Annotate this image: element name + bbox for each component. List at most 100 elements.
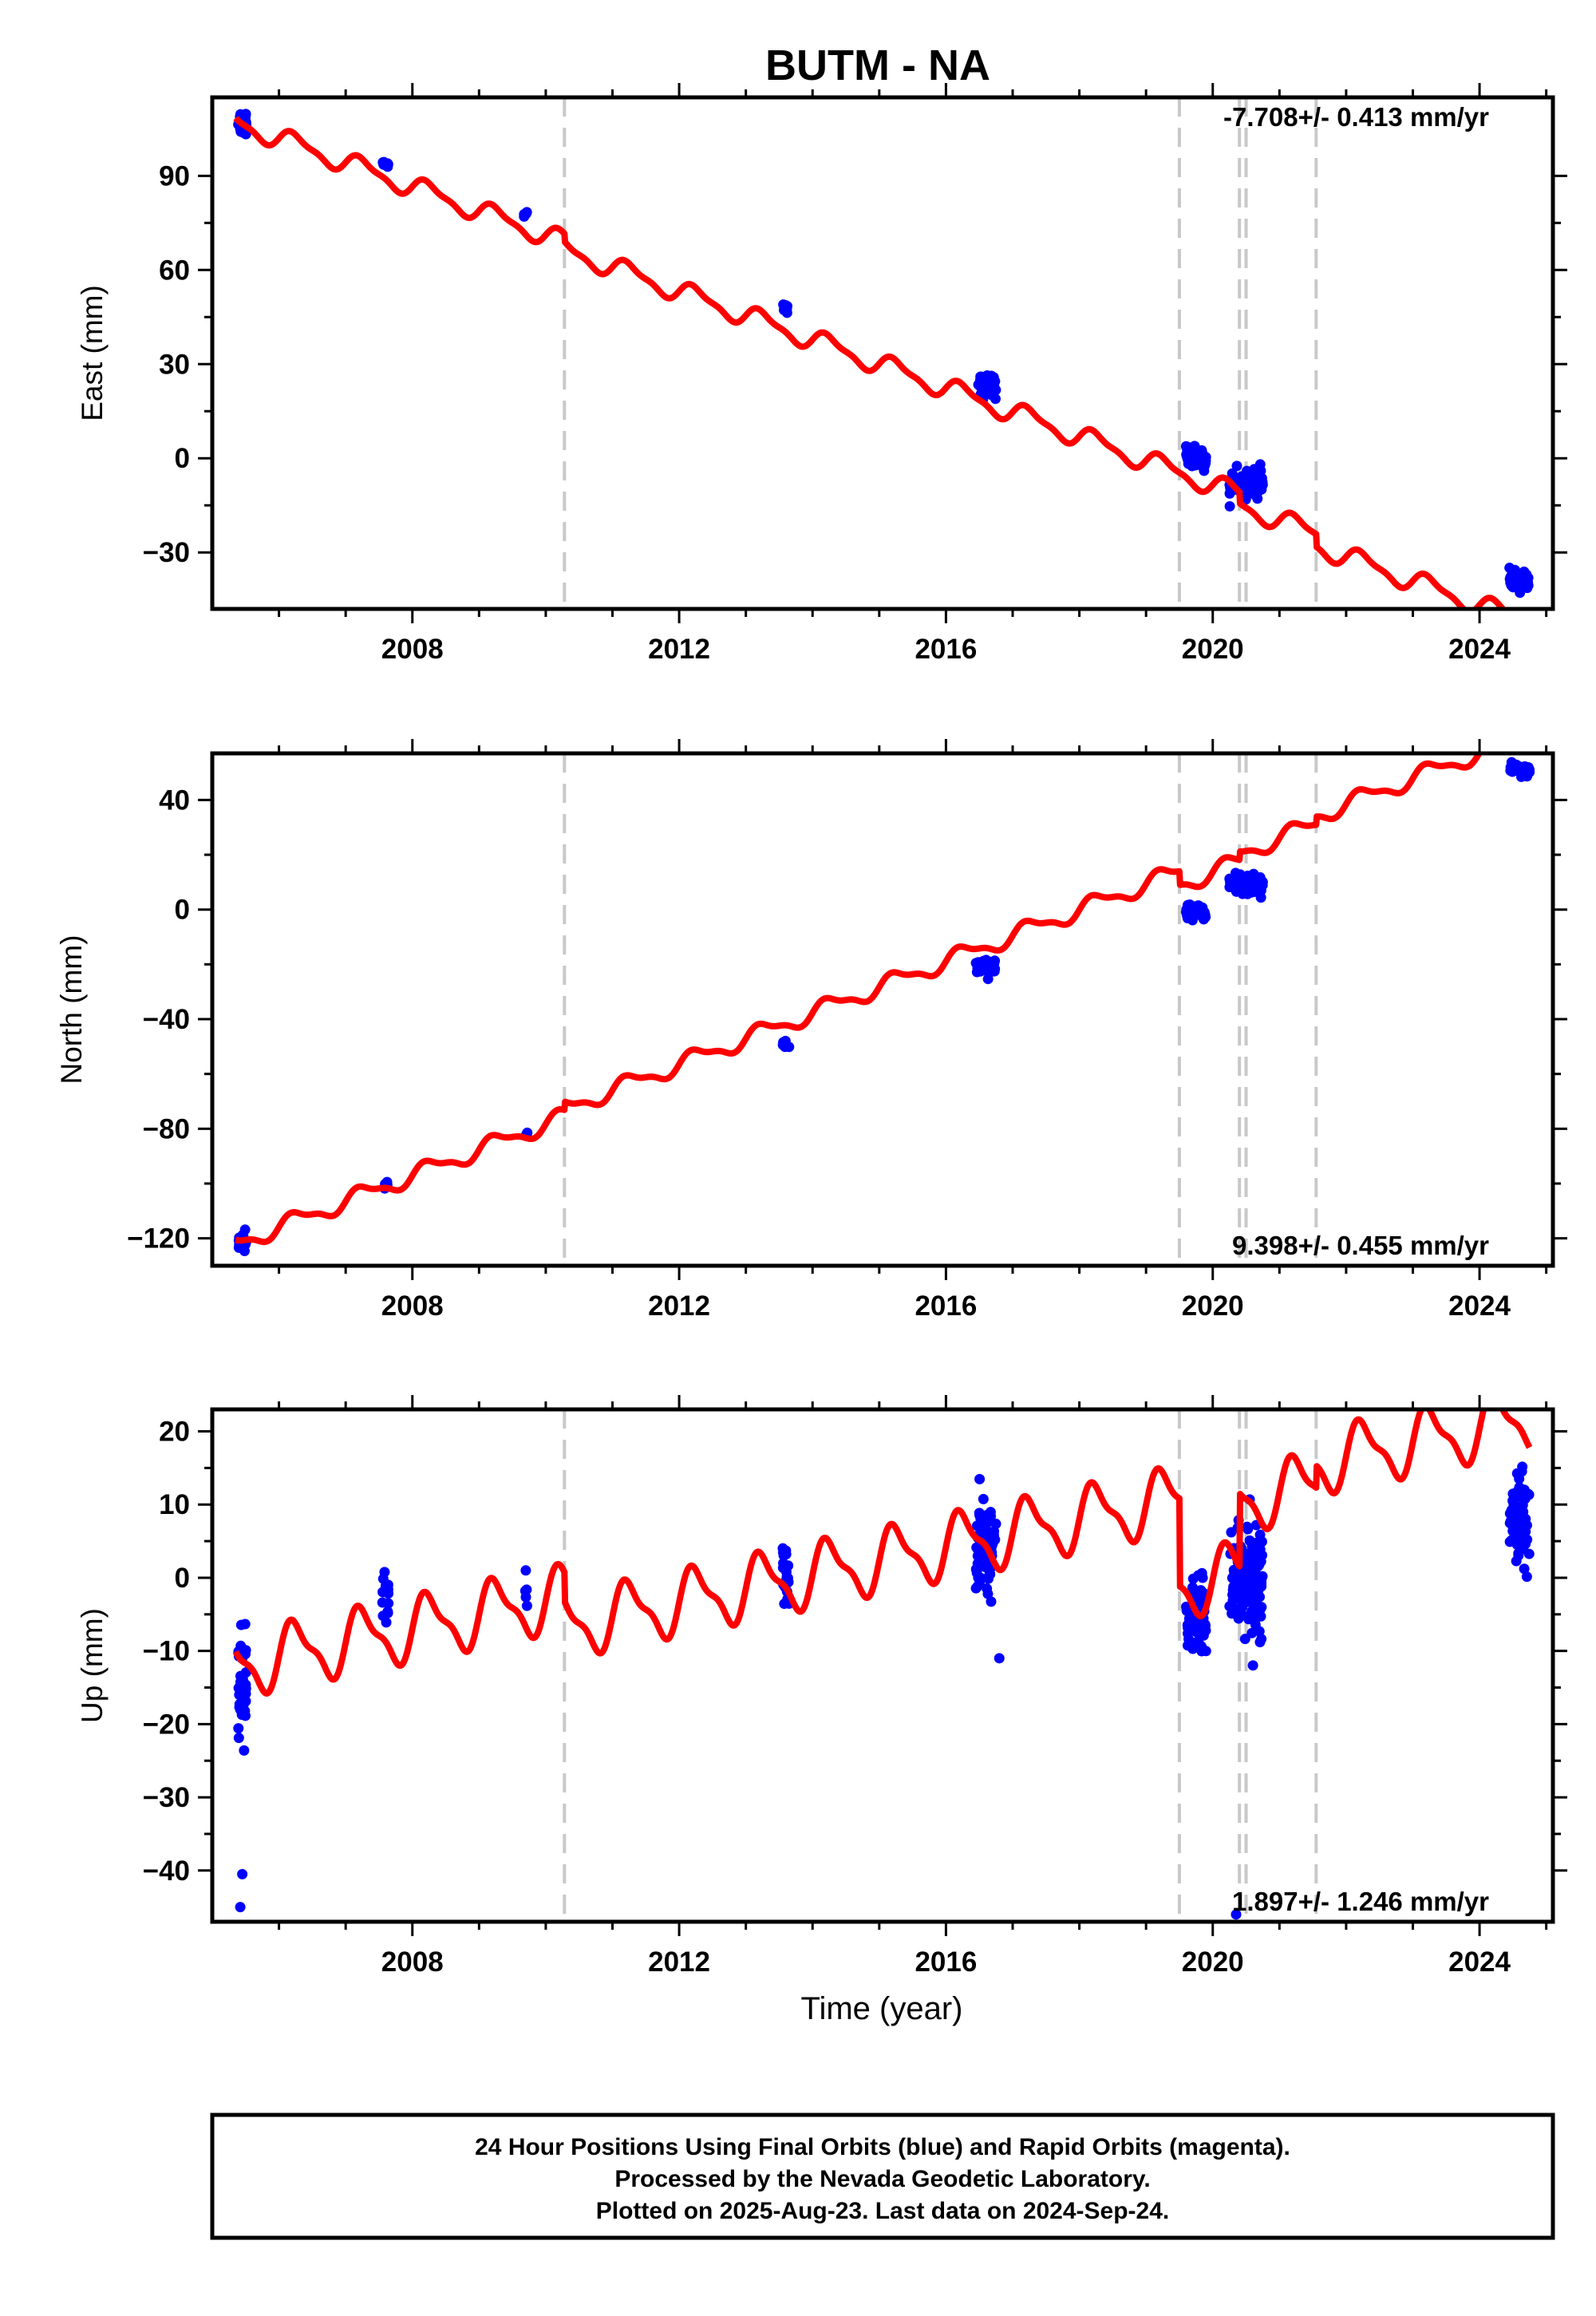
up-point — [1504, 1508, 1515, 1519]
up-point — [1246, 1557, 1257, 1568]
up-point — [1237, 1580, 1248, 1591]
east-point — [519, 211, 530, 222]
up-point — [974, 1473, 986, 1484]
east-x-tick-label: 2024 — [1448, 634, 1511, 665]
east-y-tick-label: 60 — [159, 255, 190, 286]
up-point — [779, 1599, 790, 1610]
up-outlier-point — [994, 1653, 1005, 1664]
north-frame — [210, 751, 1555, 1268]
up-point — [239, 1745, 250, 1756]
up-point — [978, 1524, 989, 1535]
north-y-tick-label: 0 — [175, 895, 190, 926]
up-point — [1242, 1596, 1253, 1607]
north-point — [1181, 906, 1192, 917]
north-rate-label: 9.398+/- 0.455 mm/yr — [1232, 1231, 1489, 1260]
up-point — [1200, 1646, 1211, 1657]
east-point — [1248, 481, 1259, 492]
east-point — [975, 371, 986, 382]
footer-line-3: Plotted on 2025-Aug-23. Last data on 202… — [596, 2198, 1170, 2224]
up-point — [1245, 1609, 1256, 1620]
up-y-tick-label: −40 — [143, 1856, 190, 1887]
footer-line-2: Processed by the Nevada Geodetic Laborat… — [614, 2166, 1150, 2192]
up-point — [978, 1493, 989, 1504]
north-y-tick-label: −120 — [127, 1223, 190, 1255]
east-point — [1190, 458, 1201, 469]
north-y-tick-label: 40 — [159, 785, 190, 816]
up-point — [986, 1596, 997, 1607]
up-outlier-point — [237, 1868, 248, 1879]
up-point — [1515, 1528, 1527, 1539]
up-y-tick-label: 20 — [159, 1417, 190, 1448]
up-point — [1516, 1536, 1527, 1547]
north-point — [1236, 879, 1247, 891]
up-point — [238, 1644, 249, 1655]
up-y-tick-label: −30 — [143, 1782, 190, 1813]
up-x-tick-label: 2024 — [1448, 1946, 1511, 1978]
east-y-axis-label: East (mm) — [76, 285, 109, 421]
up-data-points — [233, 1461, 1535, 1920]
up-point — [1239, 1634, 1250, 1645]
east-point — [1224, 500, 1235, 512]
east-y-tick-label: 90 — [159, 160, 190, 192]
up-x-tick-label: 2008 — [381, 1946, 444, 1978]
up-point — [237, 1695, 248, 1706]
east-point — [1231, 460, 1242, 472]
up-frame — [210, 1407, 1555, 1924]
up-point — [377, 1597, 388, 1608]
up-point — [990, 1518, 1001, 1529]
up-y-axis-label: Up (mm) — [76, 1608, 109, 1723]
north-x-tick-label: 2008 — [381, 1290, 444, 1322]
up-panel: 2008 2012 2016 2020 2024 −40 −30 −20 −10 0 10 20 Up … — [76, 1395, 1567, 2026]
east-point — [1181, 449, 1192, 460]
up-point — [974, 1510, 986, 1521]
up-point — [1242, 1521, 1253, 1532]
x-axis-label: Time (year) — [801, 1991, 963, 2026]
up-point — [972, 1581, 983, 1592]
north-y-tick-label: −80 — [143, 1113, 190, 1144]
up-point — [1514, 1473, 1525, 1484]
up-rate-label: 1.897+/- 1.246 mm/yr — [1232, 1887, 1489, 1916]
up-outlier-point — [1231, 1909, 1242, 1920]
east-panel: 2008 2012 2016 2020 2024 −30 0 30 60 90 East (mm) -… — [76, 83, 1567, 665]
up-point — [521, 1600, 532, 1611]
north-point — [1253, 877, 1264, 888]
up-point — [1187, 1582, 1198, 1593]
up-point — [1254, 1558, 1265, 1569]
north-point — [1197, 906, 1208, 917]
east-point — [980, 386, 991, 397]
up-point — [1519, 1563, 1530, 1575]
up-point — [1256, 1634, 1267, 1645]
east-y-tick-label: 0 — [175, 443, 190, 474]
up-point — [1521, 1571, 1532, 1583]
east-point — [781, 301, 792, 312]
up-point — [1185, 1620, 1196, 1631]
up-y-tick-label: 0 — [175, 1563, 190, 1594]
up-point — [238, 1684, 249, 1695]
east-point — [382, 161, 393, 172]
up-point — [1517, 1543, 1528, 1555]
east-plot-area — [233, 97, 1534, 609]
up-point — [1183, 1634, 1195, 1645]
north-y-tick-label: −40 — [143, 1004, 190, 1035]
east-x-tick-label: 2016 — [915, 634, 977, 665]
up-plot-area — [232, 1409, 1535, 1922]
up-point — [1193, 1570, 1204, 1581]
north-x-tick-label: 2024 — [1448, 1290, 1511, 1322]
up-y-tick-label: 10 — [159, 1489, 190, 1520]
footer-box: 24 Hour Positions Using Final Orbits (bl… — [210, 2112, 1555, 2240]
up-point — [1247, 1660, 1258, 1671]
up-point — [1506, 1535, 1517, 1546]
up-point — [1519, 1488, 1531, 1499]
north-panel: 2008 2012 2016 2020 2024 −120 −80 −40 0 40 North (… — [55, 739, 1567, 1322]
up-point — [777, 1547, 788, 1558]
east-model-curve — [233, 115, 1507, 609]
up-point — [1246, 1541, 1258, 1552]
up-point — [1226, 1527, 1237, 1538]
north-point — [1523, 761, 1534, 773]
up-x-tick-label: 2012 — [648, 1946, 710, 1978]
up-point — [520, 1565, 531, 1576]
up-y-tick-label: −10 — [143, 1636, 190, 1667]
up-x-tick-label: 2016 — [915, 1946, 977, 1978]
up-point — [377, 1611, 389, 1622]
up-y-tick-label: −20 — [143, 1709, 190, 1740]
